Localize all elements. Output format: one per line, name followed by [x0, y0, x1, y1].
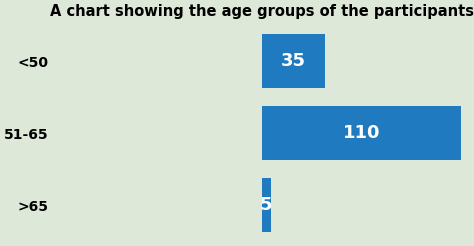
Text: 110: 110 — [343, 124, 380, 142]
Title: A chart showing the age groups of the participants: A chart showing the age groups of the pa… — [50, 4, 474, 19]
Bar — [262, 178, 271, 232]
Bar — [262, 106, 461, 160]
Bar — [262, 34, 325, 88]
Text: 5: 5 — [260, 196, 273, 214]
Text: 35: 35 — [281, 52, 306, 70]
